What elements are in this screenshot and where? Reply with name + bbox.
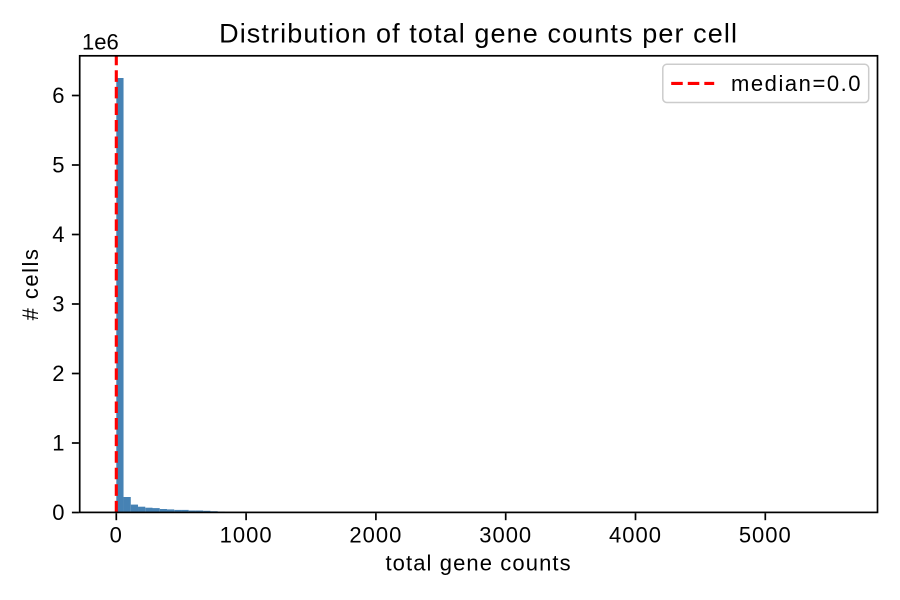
svg-text:3000: 3000 [479,523,532,548]
svg-text:5000: 5000 [739,523,792,548]
svg-text:1000: 1000 [220,523,273,548]
svg-text:2000: 2000 [349,523,402,548]
svg-text:median=0.0: median=0.0 [731,71,862,96]
svg-text:6: 6 [52,83,64,108]
svg-text:1: 1 [52,431,64,456]
svg-text:2: 2 [52,361,64,386]
svg-text:Distribution of total gene cou: Distribution of total gene counts per ce… [219,19,738,49]
svg-text:total gene counts: total gene counts [385,551,571,576]
svg-text:# cells: # cells [18,248,43,321]
svg-text:4000: 4000 [609,523,662,548]
svg-text:4: 4 [52,222,64,247]
svg-text:0: 0 [110,523,123,548]
svg-text:3: 3 [52,292,64,317]
svg-text:0: 0 [52,500,64,525]
svg-text:5: 5 [52,153,64,178]
svg-text:1e6: 1e6 [82,30,119,55]
